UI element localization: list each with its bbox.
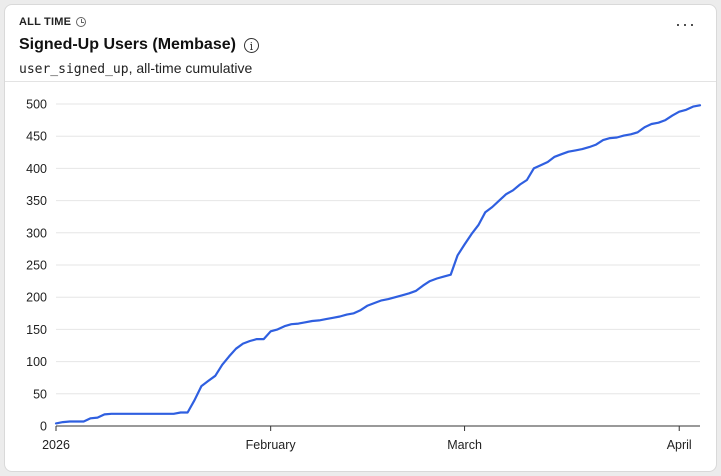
- chart-subtitle: user_signed_up, all-time cumulative: [19, 60, 252, 77]
- y-tick-label: 50: [33, 387, 47, 401]
- x-tick-label: 2026: [42, 438, 70, 452]
- info-icon[interactable]: i: [243, 37, 259, 53]
- y-tick-label: 300: [26, 226, 47, 240]
- subtitle-metric: user_signed_up: [19, 62, 129, 77]
- grid-lines: [56, 103, 700, 427]
- y-axis-ticks: 0 50 100 150 200 250 300 350 400 450 500: [26, 98, 47, 434]
- more-options-icon[interactable]: ···: [675, 14, 696, 34]
- x-tick-label: March: [447, 438, 482, 452]
- chart-card: ALL TIME Signed-Up Users (Membase) i use…: [4, 4, 717, 472]
- x-axis-ticks: 2026 February March April: [42, 426, 692, 452]
- title-row: Signed-Up Users (Membase) i: [19, 36, 259, 54]
- series-layer: [54, 104, 702, 425]
- period-label: ALL TIME: [19, 16, 72, 28]
- y-tick-label: 200: [26, 291, 47, 305]
- chart-title: Signed-Up Users (Membase): [19, 36, 236, 53]
- y-tick-label: 250: [26, 259, 47, 273]
- y-tick-label: 0: [40, 420, 47, 434]
- period-badge: ALL TIME: [19, 16, 87, 28]
- series-line: [54, 104, 702, 425]
- y-tick-label: 150: [26, 323, 47, 337]
- card-header: ALL TIME Signed-Up Users (Membase) i use…: [5, 5, 716, 82]
- line-chart: 0 50 100 150 200 250 300 350 400 450 500 2026 Febru…: [26, 98, 702, 452]
- y-tick-label: 350: [26, 194, 47, 208]
- x-tick-label: April: [667, 438, 692, 452]
- clock-icon: [76, 17, 87, 27]
- y-tick-label: 400: [26, 162, 47, 176]
- y-tick-label: 500: [26, 98, 47, 112]
- x-tick-label: February: [246, 438, 297, 452]
- subtitle-rest: , all-time cumulative: [128, 60, 253, 76]
- y-tick-label: 100: [26, 355, 47, 369]
- y-tick-label: 450: [26, 130, 47, 144]
